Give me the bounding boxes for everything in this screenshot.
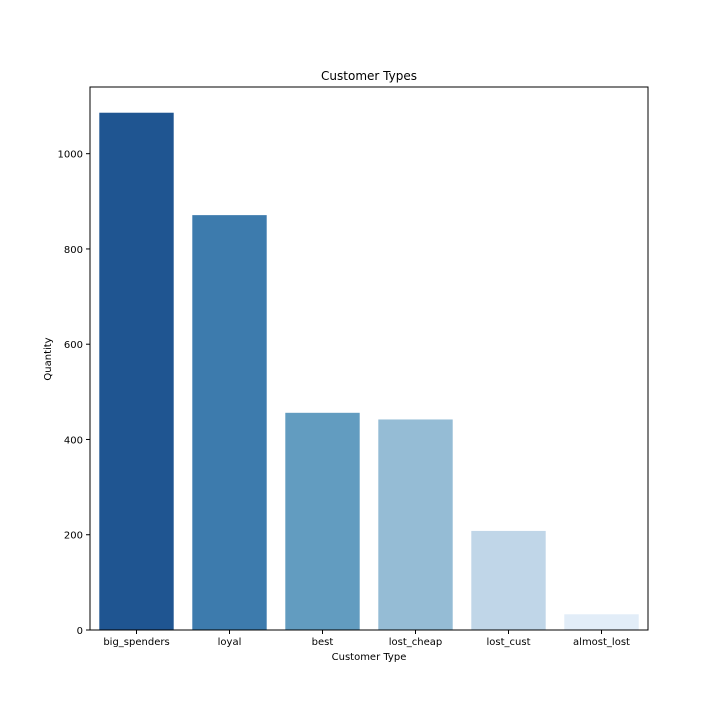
- y-axis-label: Quantity: [43, 337, 54, 380]
- y-tick-label: 1000: [58, 150, 83, 161]
- x-tick-label: almost_lost: [573, 637, 630, 648]
- x-tick-label: best: [312, 637, 334, 648]
- bar-best: [285, 412, 360, 630]
- x-axis-label: Customer Type: [332, 652, 407, 663]
- y-tick-label: 800: [64, 245, 83, 256]
- bar-big_spenders: [99, 112, 174, 630]
- y-tick-label: 200: [64, 531, 83, 542]
- x-tick-label: lost_cheap: [389, 637, 443, 648]
- y-tick-label: 400: [64, 435, 83, 446]
- x-tick-label: loyal: [218, 637, 242, 648]
- x-axis: big_spenders loyal best lost_cheap lost_cust…: [103, 630, 630, 648]
- y-axis: 0 200 400 600 800 1000: [58, 150, 90, 637]
- x-tick-label: big_spenders: [103, 637, 169, 648]
- plot-frame: [89, 86, 649, 631]
- bar-lost_cust: [471, 530, 546, 630]
- x-tick-label: lost_cust: [487, 637, 531, 648]
- bar-lost_cheap: [378, 419, 453, 630]
- bars-group: [99, 112, 639, 630]
- y-tick-label: 0: [77, 626, 83, 637]
- chart-title: Customer Types: [321, 69, 417, 83]
- y-tick-label: 600: [64, 340, 83, 351]
- bar-loyal: [192, 215, 267, 630]
- bar-almost_lost: [564, 614, 639, 630]
